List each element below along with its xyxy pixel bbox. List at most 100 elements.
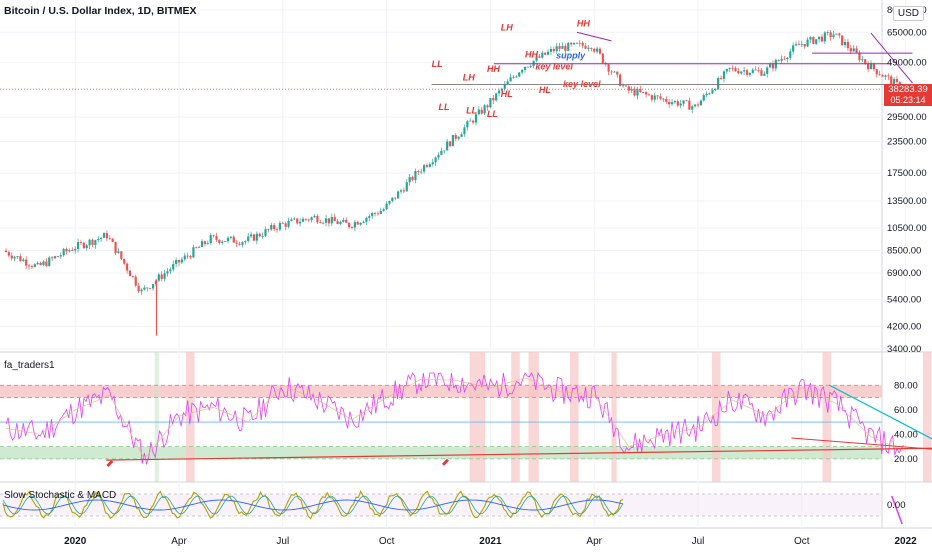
price-candle bbox=[829, 32, 832, 37]
price-candle bbox=[440, 150, 443, 155]
price-candle bbox=[717, 77, 720, 90]
price-candle bbox=[88, 239, 91, 246]
price-candle bbox=[319, 222, 322, 224]
price-candle bbox=[668, 101, 671, 105]
price-candle bbox=[593, 48, 596, 52]
annotation-label: key level bbox=[535, 61, 573, 71]
currency-button[interactable]: USD bbox=[892, 6, 924, 21]
price-candle bbox=[212, 235, 215, 237]
macd-pane-title: Slow Stochastic & MACD bbox=[4, 490, 117, 501]
price-candle bbox=[183, 255, 186, 260]
price-candle bbox=[884, 75, 887, 77]
price-candle bbox=[497, 90, 501, 94]
price-candle bbox=[151, 284, 155, 289]
price-candle bbox=[195, 247, 198, 249]
price-candle bbox=[454, 135, 457, 139]
price-candle bbox=[82, 242, 85, 249]
price-candle bbox=[316, 215, 319, 223]
price-tick-label: 8500.00 bbox=[887, 246, 921, 257]
price-candle bbox=[875, 69, 878, 75]
price-candle bbox=[258, 233, 261, 237]
price-candle bbox=[595, 48, 599, 52]
price-candle bbox=[186, 255, 189, 257]
price-candle bbox=[437, 154, 440, 158]
price-candle bbox=[728, 67, 731, 69]
price-candle bbox=[694, 104, 697, 107]
price-candle bbox=[175, 259, 178, 264]
price-candle bbox=[105, 233, 109, 239]
price-candle bbox=[36, 262, 39, 265]
indicator-support-line bbox=[106, 447, 932, 461]
price-candle bbox=[206, 243, 209, 244]
downtrend-line bbox=[870, 32, 913, 84]
price-candle bbox=[39, 262, 42, 266]
price-candle bbox=[405, 182, 408, 192]
price-candle bbox=[339, 221, 342, 225]
price-candle bbox=[226, 237, 230, 242]
price-candle bbox=[598, 48, 602, 54]
price-candle bbox=[143, 287, 146, 290]
price-candle bbox=[16, 256, 19, 257]
time-tick-label: Oct bbox=[794, 536, 810, 547]
price-candle bbox=[673, 101, 677, 103]
price-candle bbox=[25, 259, 28, 266]
indicator-layer bbox=[5, 371, 906, 466]
annotation-label: HL bbox=[539, 85, 551, 95]
price-candle bbox=[353, 222, 356, 228]
price-candle bbox=[483, 105, 486, 114]
price-candle bbox=[890, 76, 893, 85]
oversold-zone bbox=[0, 446, 882, 459]
price-candle bbox=[368, 216, 371, 218]
price-candle bbox=[100, 237, 103, 239]
price-candle bbox=[238, 243, 241, 245]
price-candle bbox=[642, 92, 645, 93]
price-candle bbox=[114, 241, 117, 254]
price-candle bbox=[402, 190, 405, 192]
price-candle bbox=[771, 64, 775, 69]
signal-highlight-bar bbox=[569, 352, 579, 482]
price-candle bbox=[725, 68, 728, 72]
price-candle bbox=[428, 164, 431, 167]
price-candle bbox=[304, 218, 307, 220]
price-candle bbox=[414, 171, 417, 180]
price-candle bbox=[843, 41, 847, 46]
price-candle bbox=[388, 200, 391, 204]
last-price-tag: 38283.39 bbox=[884, 84, 932, 95]
price-candle bbox=[137, 285, 140, 292]
price-candle bbox=[665, 98, 668, 102]
price-candle bbox=[4, 250, 8, 253]
price-candle bbox=[460, 134, 463, 137]
price-candle bbox=[751, 69, 754, 73]
price-candle bbox=[391, 197, 394, 201]
price-candle bbox=[209, 235, 212, 244]
price-candle bbox=[766, 67, 769, 74]
price-candle bbox=[558, 46, 561, 49]
signal-highlight-bar bbox=[528, 352, 539, 482]
macd-tick-label: 0.00 bbox=[887, 500, 906, 511]
price-candle bbox=[108, 238, 111, 240]
price-candle bbox=[469, 120, 472, 122]
price-candle bbox=[820, 36, 824, 42]
price-candle bbox=[587, 48, 590, 49]
annotation-label: LL bbox=[439, 102, 450, 112]
symbol-title: Bitcoin / U.S. Dollar Index, 1D, BITMEX bbox=[4, 5, 197, 17]
price-candle bbox=[394, 197, 397, 199]
price-candle bbox=[131, 276, 134, 277]
macd-drop bbox=[891, 495, 903, 525]
price-candle bbox=[624, 85, 628, 87]
annotation-label: supply bbox=[556, 50, 586, 60]
countdown-tag: 05:23:14 bbox=[884, 95, 932, 106]
price-candle bbox=[535, 56, 538, 61]
price-candle bbox=[861, 59, 864, 61]
price-candle bbox=[495, 93, 498, 101]
price-candle bbox=[126, 263, 129, 271]
price-candle bbox=[878, 74, 881, 76]
price-candle bbox=[555, 46, 558, 52]
price-candle bbox=[852, 48, 855, 52]
price-candle bbox=[711, 90, 714, 94]
indicator-tick-label: 40.00 bbox=[894, 429, 918, 440]
price-candle bbox=[30, 266, 34, 268]
annotation-label: LH bbox=[501, 23, 513, 33]
price-candle bbox=[79, 242, 83, 243]
